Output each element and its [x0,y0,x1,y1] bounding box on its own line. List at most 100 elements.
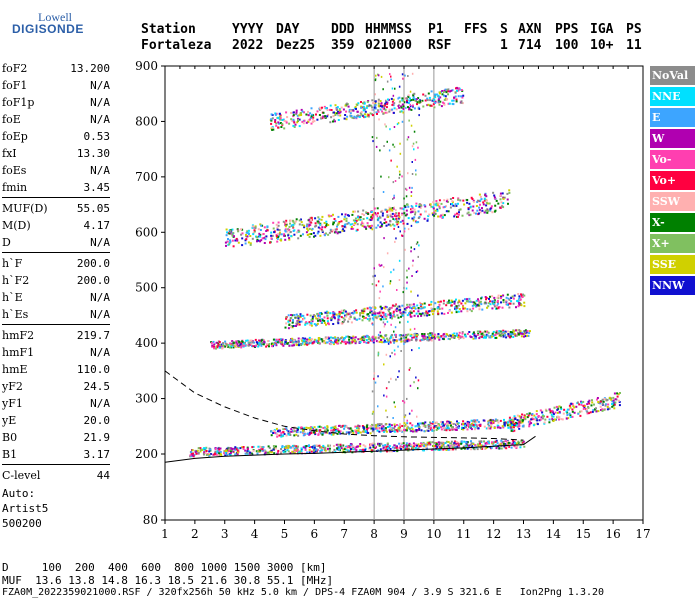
echo-point [235,341,238,344]
echo-point [419,206,422,209]
echo-point [475,205,478,207]
echo-point [381,341,383,344]
echo-point [383,429,386,432]
echo-point [452,334,454,337]
echo-point [477,332,480,335]
echo-point [515,422,517,424]
echo-point [201,449,203,451]
echo-point [407,426,409,429]
echo-point [432,421,434,423]
echo-point [294,340,297,343]
echo-point [282,220,285,223]
echo-point [487,202,489,205]
echo-point [445,335,447,338]
echo-point [263,242,266,244]
echo-point [433,442,436,444]
echo-point [366,100,369,103]
echo-point [275,340,278,343]
echo-point [333,221,335,224]
echo-point [330,116,333,119]
echo-point [292,429,294,432]
echo-point [355,309,358,312]
echo-point [528,419,531,422]
x-tick-label: 3 [221,527,229,541]
echo-point [500,201,503,204]
echo-point [393,342,395,344]
echo-point [503,445,506,448]
echo-point [490,423,493,425]
echo-point [495,419,498,422]
echo-point [391,223,394,226]
echo-point [327,233,330,236]
echo-point [442,448,445,451]
echo-point [472,307,475,310]
echo-point [310,115,313,118]
echo-point [342,312,345,315]
echo-point [257,445,260,448]
echo-point [264,235,266,238]
echo-point [386,111,389,114]
echo-point [575,405,578,408]
echo-point [410,195,413,197]
echo-point [369,226,372,229]
echo-point [343,117,346,120]
echo-point [407,205,410,208]
echo-point [443,103,446,106]
echo-point [297,319,300,322]
echo-point [395,237,397,240]
echo-point [246,450,249,453]
echo-point [480,297,483,300]
echo-point [599,405,602,408]
echo-point [376,429,379,432]
echo-point [242,446,245,448]
echo-point [377,449,379,452]
echo-point [377,100,380,103]
echo-point [343,448,346,451]
echo-point [535,410,538,413]
echo-point [278,434,281,437]
echo-point [333,427,336,430]
echo-point [364,113,367,116]
echo-point [473,448,476,451]
echo-point [513,415,516,418]
echo-point [229,239,231,242]
echo-point [356,216,359,219]
echo-point [558,418,560,421]
echo-point [528,412,531,415]
echo-point [289,434,292,436]
echo-point [438,443,441,446]
echo-point [399,221,402,223]
echo-point [497,332,500,335]
echo-point [326,320,329,323]
echo-point [419,339,422,342]
echo-point [392,339,395,342]
echo-point [269,241,271,244]
echo-point [566,414,569,416]
echo-point [309,428,312,431]
echo-point [385,101,388,104]
echo-point [252,233,255,236]
echo-point [229,230,232,232]
echo-point [450,89,453,92]
echo-point [443,205,446,208]
echo-point [228,232,231,235]
echo-point [397,217,400,220]
echo-point [197,452,200,455]
echo-point [380,318,383,321]
echo-point [328,447,331,450]
echo-point [285,111,288,114]
echo-point [393,206,395,209]
echo-point [484,330,487,333]
echo-point [391,215,394,218]
echo-point [481,308,484,311]
echo-point [458,331,461,334]
echo-point [349,316,352,319]
echo-point [404,74,406,77]
echo-point [295,218,298,221]
echo-point [508,189,511,192]
echo-point [331,451,334,454]
echo-point [415,99,418,102]
echo-point [396,307,399,310]
echo-point [536,419,539,422]
echo-point [292,325,295,327]
